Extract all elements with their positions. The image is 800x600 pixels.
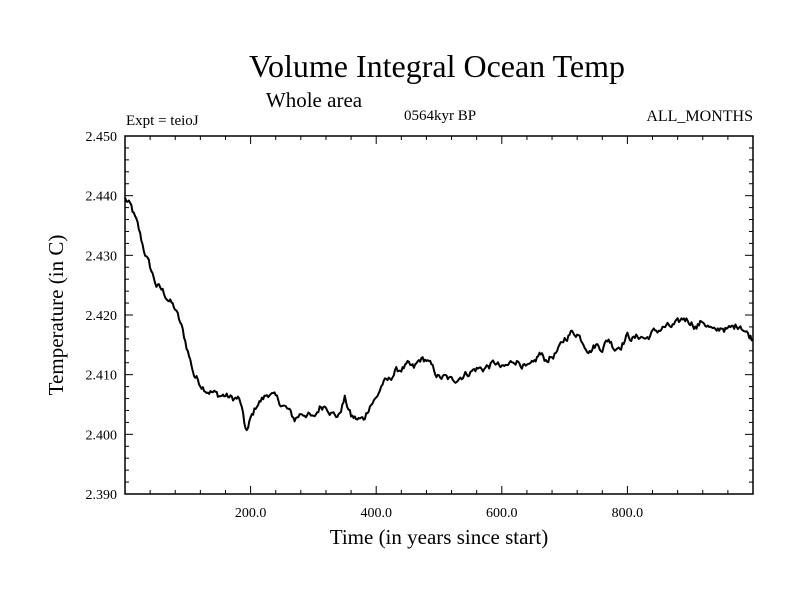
y-tick-label: 2.440: [86, 190, 118, 205]
x-axis-label: Time (in years since start): [330, 525, 549, 549]
y-tick-label: 2.430: [86, 249, 118, 264]
y-tick-label: 2.400: [86, 428, 118, 443]
series-line: [124, 197, 754, 432]
x-tick-label: 800.0: [612, 506, 644, 521]
chart-subtitle: Whole area: [266, 88, 363, 112]
months-annotation: ALL_MONTHS: [646, 108, 753, 125]
plot-frame: [124, 135, 754, 495]
y-axis-tick-labels: 2.390 2.400 2.410 2.420 2.430 2.440 2.450: [86, 130, 118, 503]
chart-title: Volume Integral Ocean Temp: [249, 48, 625, 84]
period-annotation: 0564kyr BP: [404, 108, 476, 124]
experiment-annotation: Expt = teioJ: [126, 113, 199, 129]
y-tick-label: 2.420: [86, 309, 118, 324]
y-tick-label: 2.450: [86, 130, 118, 145]
y-tick-label: 2.390: [86, 488, 118, 503]
x-axis-tick-labels: 200.0 400.0 600.0 800.0: [235, 506, 643, 521]
y-tick-label: 2.410: [86, 369, 118, 384]
y-axis-label: Temperature (in C): [44, 235, 68, 396]
axis-ticks: [124, 135, 754, 495]
x-tick-label: 400.0: [360, 506, 392, 521]
x-tick-label: 600.0: [486, 506, 518, 521]
x-tick-label: 200.0: [235, 506, 267, 521]
